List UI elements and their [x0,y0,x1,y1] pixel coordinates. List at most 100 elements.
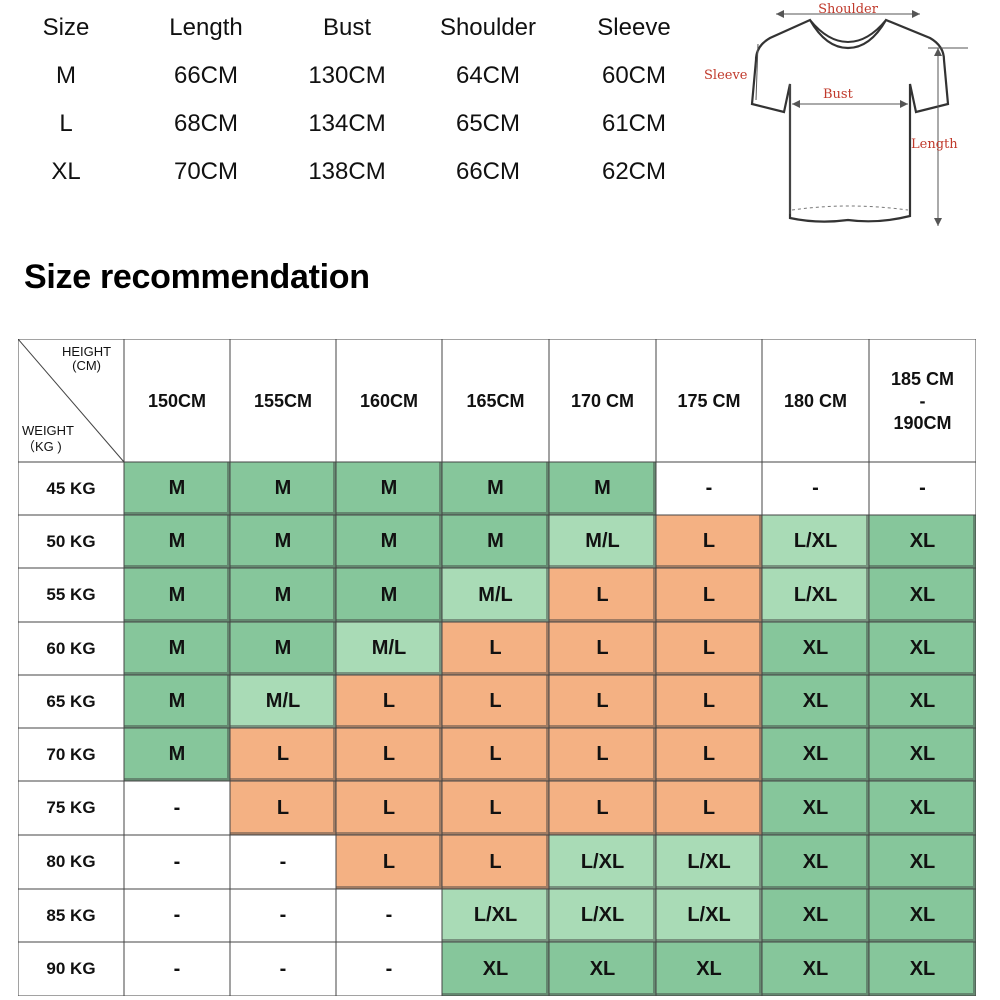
measurement-cell: 70CM [173,158,239,185]
measurement-header: Shoulder [439,14,537,41]
weight-row-label: 80 KG [46,852,96,871]
size-cell: M [124,568,230,622]
size-cell: L [442,675,549,728]
size-cell: XL [549,942,656,996]
measurement-cell: 65CM [455,110,521,137]
measurement-cell: 62CM [601,158,667,185]
size-cell: L [656,622,762,675]
weight-row-label: 90 KG [46,959,96,978]
weight-row-label: 50 KG [46,531,96,551]
size-cell: L/XL [442,889,549,942]
corner-weight-label: WEIGHT （KG ) [22,423,74,454]
size-cell: - [230,835,336,889]
weight-row-label: 75 KG [46,798,96,817]
size-cell: L/XL [762,515,869,568]
size-cell: M [336,568,442,622]
size-cell: M [124,622,230,675]
size-cell: L [336,728,442,781]
size-recommendation-grid: HEIGHT (CM) WEIGHT （KG ) 150CM 155CM 160CM 16… [18,339,976,996]
size-cell: XL [869,728,976,781]
height-header: 180 CM [783,390,848,411]
corner-height-label: HEIGHT (CM) [62,344,112,373]
size-cell: XL [869,568,976,622]
weight-row-label: 70 KG [46,744,96,764]
measurement-cell: 138CM [308,158,386,185]
measurement-cell: 60CM [601,62,667,89]
size-cell: - [762,462,869,515]
tshirt-measurement-diagram: Shoulder Sleeve Bust Length [698,0,1000,240]
size-cell: XL [869,781,976,835]
size-cell: L [336,781,442,835]
size-cell: XL [656,942,762,996]
size-cell: - [336,942,442,996]
size-cell: XL [869,675,976,728]
size-cell: - [656,462,762,515]
measurement-cell: 61CM [601,110,667,137]
size-cell: M/L [549,515,656,568]
size-cell: L [656,675,762,728]
size-cell: M [230,622,336,675]
measurement-header: Sleeve [597,14,671,41]
measurement-header: Bust [322,14,372,41]
size-cell: L/XL [549,889,656,942]
measurement-cell: 64CM [455,62,521,89]
size-cell: M [124,462,230,515]
size-cell: M [336,462,442,515]
size-cell: XL [762,622,869,675]
size-cell: L [442,781,549,835]
size-cell: XL [762,781,869,835]
size-cell: L [656,568,762,622]
size-cell: M [336,515,442,568]
size-cell: L/XL [549,835,656,889]
height-header: 165CM [466,390,525,411]
weight-row-label: 55 KG [46,585,96,604]
size-cell: XL [762,835,869,889]
size-cell: M [124,515,230,568]
size-cell: XL [762,675,869,728]
height-header: 160CM [359,390,419,411]
size-cell: L/XL [656,889,762,942]
measurement-cell: 68CM [173,110,239,137]
measurement-cell: 66CM [173,62,239,89]
grid-corner: HEIGHT (CM) WEIGHT （KG ) [18,339,124,462]
size-cell: M [442,515,549,568]
size-cell: L/XL [656,835,762,889]
weight-row-label: 65 KG [46,691,96,711]
size-cell: - [869,462,976,515]
size-cell: XL [442,942,549,996]
size-cell: L [549,622,656,675]
size-cell: L [549,675,656,728]
weight-row-label: 45 KG [46,478,96,498]
size-cell: L [656,728,762,781]
weight-row-label: 85 KG [46,905,96,925]
size-recommendation-title: Size recommendation [24,258,370,296]
size-cell: - [124,889,230,942]
measurement-cell: 66CM [455,158,521,185]
size-cell: L [336,675,442,728]
measurement-cell: 130CM [308,62,386,89]
size-cell: L [230,728,336,781]
measurement-header: Size [42,14,90,41]
diagram-label-length: Length [911,137,958,152]
size-cell: XL [762,889,869,942]
measurement-cell: M [56,62,76,89]
tshirt-outline [750,18,950,223]
diagram-label-bust: Bust [823,87,854,102]
size-cell: L [336,835,442,889]
size-cell: L [442,835,549,889]
size-cell: L [549,728,656,781]
height-header: 175 CM [677,390,741,411]
measurement-cell: 134CM [308,110,386,137]
tshirt-diagram-svg: Shoulder Sleeve Bust Length [704,2,968,226]
size-cell: M [549,462,656,515]
size-cell: L [230,781,336,835]
size-cell: - [124,942,230,996]
height-header: 155CM [253,390,313,411]
weight-row-label: 60 KG [46,638,96,658]
size-cell: - [230,889,336,942]
size-cell: XL [869,835,976,889]
size-cell: L [442,622,549,675]
size-cell: XL [869,889,976,942]
size-cell: XL [762,728,869,781]
size-cell: M/L [336,622,442,675]
